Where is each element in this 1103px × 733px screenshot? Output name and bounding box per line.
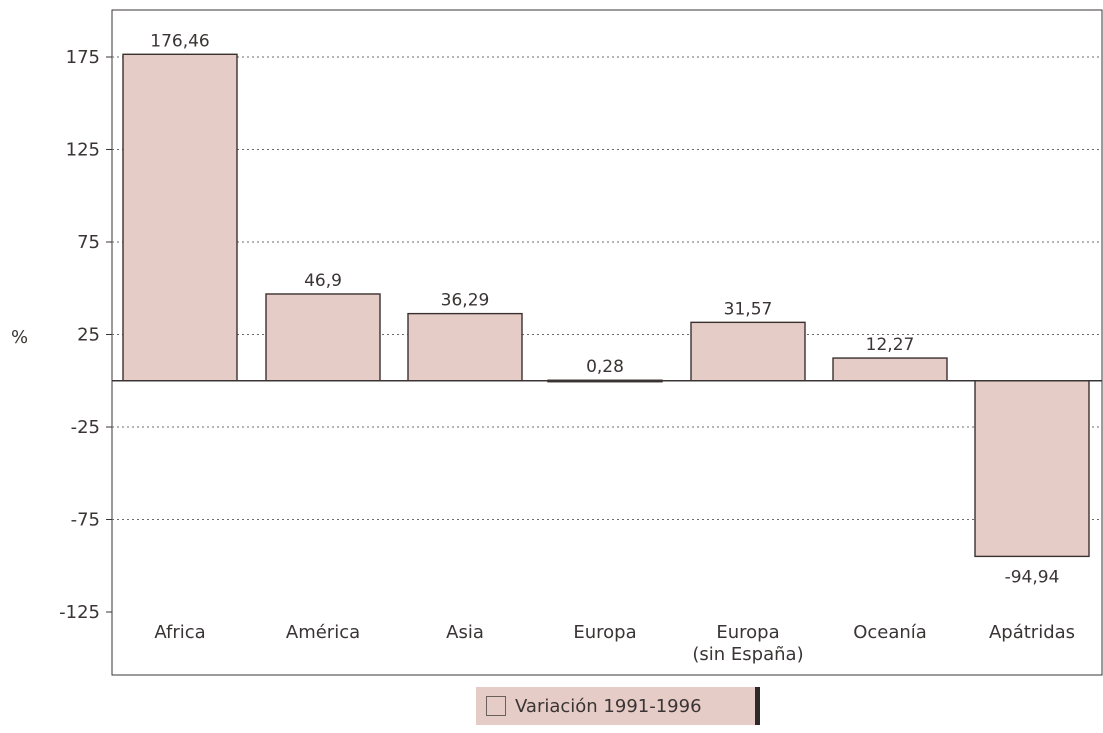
y-tick-label: -25 [71, 417, 100, 438]
category-label: Europa [573, 622, 636, 643]
category-label: Oceanía [853, 622, 927, 643]
category-label: Europa (sin España) [692, 622, 803, 665]
bar [974, 380, 1090, 558]
bars [122, 53, 1090, 558]
bar [407, 312, 523, 382]
data-label: 36,29 [441, 291, 490, 311]
data-label: 12,27 [866, 335, 915, 355]
y-tick-label: -125 [59, 602, 100, 623]
data-label: 46,9 [304, 271, 342, 291]
category-label: Africa [154, 622, 205, 643]
data-label: -94,94 [1005, 567, 1060, 587]
y-tick-label: -75 [71, 510, 100, 531]
legend-label: Variación 1991-1996 [515, 695, 702, 717]
plot-frame [111, 9, 1103, 676]
y-tick-label: 125 [66, 140, 100, 161]
y-axis-ticks: 175 125 75 25 -25 -75 -125 [59, 47, 112, 623]
category-label: América [286, 622, 360, 643]
data-label: 31,57 [724, 299, 773, 319]
y-axis-label: % [11, 327, 28, 348]
bar [265, 293, 381, 382]
category-label: Asia [446, 622, 484, 643]
gridlines [112, 56, 1102, 520]
legend: Variación 1991-1996 [476, 687, 760, 725]
legend-swatch [486, 696, 506, 716]
y-tick-label: 25 [77, 325, 100, 346]
data-label: 176,46 [150, 31, 209, 51]
y-tick-label: 75 [77, 232, 100, 253]
data-label: 0,28 [586, 357, 624, 377]
bar [122, 53, 238, 382]
bar [832, 357, 948, 382]
category-labels: Africa América Asia Europa Europa (sin España… [154, 622, 1075, 665]
category-label: Apátridas [989, 622, 1075, 643]
y-tick-label: 175 [66, 47, 100, 68]
bar [690, 321, 806, 382]
data-labels: 176,46 46,9 36,29 0,28 31,57 12,27 -94,94 [150, 31, 1059, 587]
